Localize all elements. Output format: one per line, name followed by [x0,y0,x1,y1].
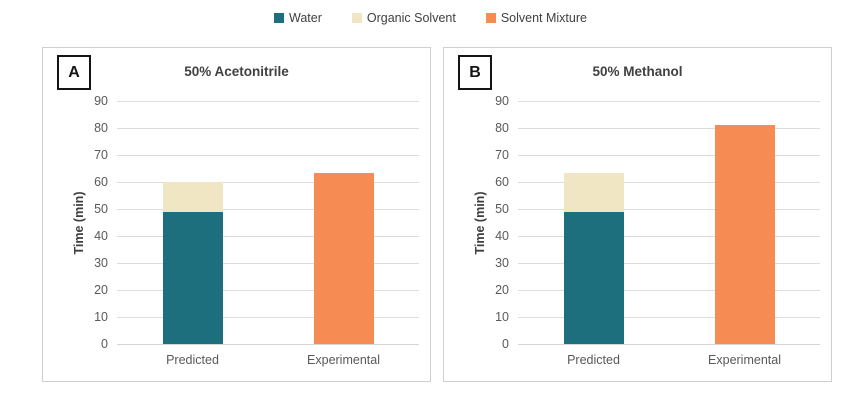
panel-letter: B [469,63,481,81]
chart-title: 50% Acetonitrile [184,64,289,79]
bar-segment-organic-solvent [563,172,624,212]
solvent-mixture-swatch-icon [485,13,496,23]
y-tick-label: 50 [495,202,509,216]
gridline [518,344,820,345]
y-tick-label: 40 [495,229,509,243]
y-tick-label: 0 [502,337,509,351]
bar-segment-solvent-mixture [313,172,374,344]
gridline [518,155,820,156]
gridline [117,317,419,318]
legend-item-organic-solvent: Organic Solvent [351,11,456,25]
gridline [518,101,820,102]
x-category-label: Experimental [307,353,380,367]
y-tick-label: 80 [94,121,108,135]
gridline [117,101,419,102]
panel-letter: A [68,63,80,81]
gridline [117,209,419,210]
panel-label-a: A [57,55,91,90]
gridline [117,128,419,129]
y-tick-label: 10 [94,310,108,324]
x-category-label: Predicted [567,353,620,367]
legend-label: Organic Solvent [366,11,456,25]
gridline [518,290,820,291]
gridline [518,236,820,237]
gridline [117,155,419,156]
y-tick-label: 20 [495,283,509,297]
gridline [518,182,820,183]
gridline [117,290,419,291]
panel-methanol: B 50% Methanol Time (min) 0 10 20 30 40 50 60 7… [443,47,832,382]
y-tick-label: 90 [94,94,108,108]
x-category-label: Predicted [166,353,219,367]
legend-item-solvent-mixture: Solvent Mixture [485,11,587,25]
y-tick-label: 20 [94,283,108,297]
panels-row: A 50% Acetonitrile Time (min) 0 10 20 30 40 5… [42,47,832,382]
plot-area: 0 10 20 30 40 50 60 70 80 90 Predicted Experimental [94,94,419,367]
y-axis-title: Time (min) [473,191,487,255]
bar-segment-organic-solvent [162,182,223,212]
gridline [117,182,419,183]
plot-area: 0 10 20 30 40 50 60 70 80 90 Predicted Experimental [495,94,820,367]
bar-segment-water [162,211,223,344]
y-tick-label: 60 [495,175,509,189]
y-tick-label: 30 [495,256,509,270]
y-tick-label: 30 [94,256,108,270]
legend-label: Solvent Mixture [500,11,587,25]
water-swatch-icon [274,13,285,23]
gridline [518,317,820,318]
y-tick-label: 70 [94,148,108,162]
y-tick-label: 50 [94,202,108,216]
gridline [518,128,820,129]
gridline [518,263,820,264]
y-tick-label: 70 [495,148,509,162]
bar-segment-solvent-mixture [714,125,775,344]
gridline [117,263,419,264]
y-tick-label: 40 [94,229,108,243]
organic-solvent-swatch-icon [351,13,362,23]
chart-title: 50% Methanol [592,64,683,79]
bar-segment-water [563,211,624,344]
y-tick-label: 90 [495,94,509,108]
x-category-label: Experimental [708,353,781,367]
y-tick-label: 0 [101,337,108,351]
gridline [518,209,820,210]
gridline [117,236,419,237]
legend: Water Organic Solvent Solvent Mixture [0,11,861,25]
legend-item-water: Water [274,11,322,25]
panel-label-b: B [458,55,492,90]
y-tick-label: 80 [495,121,509,135]
y-axis-title: Time (min) [72,191,86,255]
legend-label: Water [289,11,322,25]
y-tick-label: 60 [94,175,108,189]
gridline [117,344,419,345]
y-tick-label: 10 [495,310,509,324]
panel-acetonitrile: A 50% Acetonitrile Time (min) 0 10 20 30 40 5… [42,47,431,382]
